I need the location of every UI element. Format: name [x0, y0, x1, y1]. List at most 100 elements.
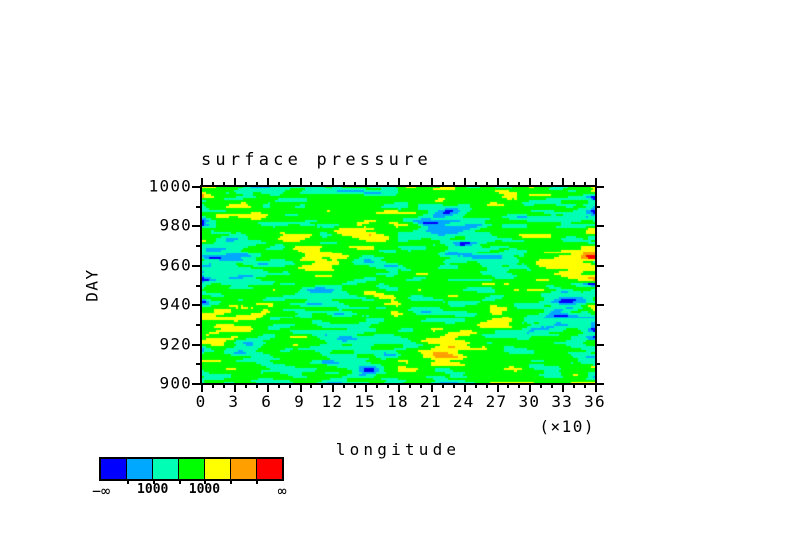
x-major-tick	[464, 383, 466, 392]
x-major-tick-top	[267, 178, 269, 187]
x-major-tick-top	[365, 178, 367, 187]
colorbar-tick	[126, 479, 129, 484]
y-minor-tick	[196, 245, 201, 247]
x-minor-tick	[310, 383, 312, 388]
x-major-tick-top	[431, 178, 433, 187]
colorbar-tick	[204, 479, 207, 484]
x-minor-tick	[343, 383, 345, 388]
y-major-tick	[192, 186, 201, 188]
x-minor-tick	[212, 383, 214, 388]
x-minor-tick	[442, 383, 444, 388]
x-major-tick	[300, 383, 302, 392]
axis-left	[200, 185, 202, 385]
colorbar-band	[152, 459, 178, 479]
colorbar-label: 1000	[137, 482, 169, 497]
x-tick-label: 18	[387, 392, 409, 411]
x-minor-tick-top	[212, 182, 214, 187]
y-axis-title: DAY	[82, 268, 102, 302]
x-minor-tick-top	[551, 182, 553, 187]
x-major-tick	[529, 383, 531, 392]
y-tick-label: 940	[159, 294, 192, 314]
x-minor-tick-top	[486, 182, 488, 187]
x-major-tick	[267, 383, 269, 392]
y-major-tick-right	[595, 304, 604, 306]
colorbar-ticks	[99, 479, 284, 485]
x-major-tick-top	[201, 178, 203, 187]
x-tick-label: 24	[452, 392, 475, 411]
x-minor-tick	[551, 383, 553, 388]
x-major-tick-top	[529, 178, 531, 187]
x-major-tick	[234, 383, 236, 392]
x-major-tick	[201, 383, 203, 392]
x-tick-label: 33	[551, 392, 573, 411]
x-major-tick-top	[234, 178, 236, 187]
x-major-tick	[431, 383, 433, 392]
x-axis-multiplier: (×10)	[539, 417, 595, 436]
y-major-tick	[192, 304, 201, 306]
x-minor-tick	[453, 383, 455, 388]
colorbar	[99, 457, 284, 481]
y-tick-labels: 900 920 940 960 980 1000	[120, 0, 192, 558]
x-minor-tick	[540, 383, 542, 388]
x-minor-tick-top	[507, 182, 509, 187]
x-major-tick	[398, 383, 400, 392]
y-tick-label: 980	[159, 215, 192, 235]
x-minor-tick-top	[245, 182, 247, 187]
x-minor-tick	[518, 383, 520, 388]
y-minor-tick-right	[595, 324, 600, 326]
colorbar-label: 1000	[188, 482, 221, 497]
x-tick-label: 30	[518, 392, 541, 411]
x-minor-tick	[387, 383, 389, 388]
x-tick-label: 36	[584, 392, 606, 411]
x-minor-tick	[278, 383, 280, 388]
x-major-tick	[365, 383, 367, 392]
y-minor-tick-right	[595, 363, 600, 365]
x-minor-tick	[475, 383, 477, 388]
x-major-tick-top	[595, 178, 597, 187]
x-major-tick	[332, 383, 334, 392]
plot-title: surface pressure	[201, 150, 432, 170]
x-minor-tick	[256, 383, 258, 388]
colorbar-band	[101, 459, 126, 479]
x-minor-tick-top	[321, 182, 323, 187]
colorbar-tick	[152, 479, 155, 484]
y-tick-label: 960	[159, 255, 192, 275]
heatmap-plot-area	[201, 186, 595, 383]
y-major-tick	[192, 225, 201, 227]
x-minor-tick	[223, 383, 225, 388]
x-major-tick	[595, 383, 597, 392]
y-minor-tick-right	[595, 206, 600, 208]
colorbar-tick	[256, 479, 259, 484]
x-minor-tick-top	[376, 182, 378, 187]
y-minor-tick	[196, 285, 201, 287]
x-minor-tick-top	[223, 182, 225, 187]
x-major-tick-top	[562, 178, 564, 187]
x-minor-tick	[376, 383, 378, 388]
x-minor-tick	[573, 383, 575, 388]
y-minor-tick	[196, 363, 201, 365]
x-tick-label: 3	[228, 392, 240, 411]
x-major-tick-top	[300, 178, 302, 187]
x-minor-tick-top	[540, 182, 542, 187]
x-axis-title: longitude	[335, 440, 461, 459]
x-minor-tick-top	[256, 182, 258, 187]
colorbar-band	[230, 459, 256, 479]
y-major-tick-right	[595, 225, 604, 227]
y-major-tick	[192, 383, 201, 385]
y-major-tick	[192, 265, 201, 267]
x-tick-label: 0	[195, 392, 207, 411]
colorbar-tick	[230, 479, 233, 484]
x-minor-tick-top	[310, 182, 312, 187]
x-minor-tick	[321, 383, 323, 388]
x-major-tick-top	[464, 178, 466, 187]
x-minor-tick	[354, 383, 356, 388]
y-tick-label: 920	[159, 334, 192, 354]
x-tick-label: 15	[354, 392, 376, 411]
x-minor-tick-top	[409, 182, 411, 187]
x-tick-label: 27	[485, 392, 508, 411]
x-minor-tick-top	[289, 182, 291, 187]
y-major-tick-right	[595, 344, 604, 346]
x-minor-tick-top	[420, 182, 422, 187]
x-minor-tick-top	[518, 182, 520, 187]
colorbar-band	[178, 459, 204, 479]
